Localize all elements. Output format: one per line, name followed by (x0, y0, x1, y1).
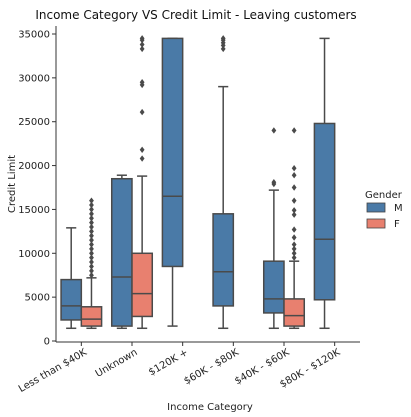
outlier-point (89, 215, 94, 222)
y-tick-label: 25000 (18, 117, 50, 128)
outlier-point (291, 245, 297, 253)
y-axis-title: Credit Limit (7, 155, 18, 213)
outlier-point (271, 179, 277, 186)
outlier-point (139, 35, 145, 42)
box-iqr (80, 306, 103, 327)
outlier-point (139, 108, 145, 116)
outlier-point (291, 184, 297, 191)
outlier-point (89, 232, 94, 239)
outlier-point (89, 241, 94, 248)
y-tick-label: 5000 (25, 293, 50, 304)
outlier-point (89, 267, 94, 275)
outlier-point (291, 127, 297, 134)
y-tick-label: 10000 (18, 249, 50, 260)
outlier-point (291, 250, 297, 257)
outlier-point (291, 254, 297, 261)
legend-title: Gender (365, 190, 403, 201)
box-less-than-40k-f (80, 197, 103, 330)
plot-area (60, 35, 336, 330)
outlier-point (291, 234, 297, 241)
legend-label-f: F (394, 219, 400, 230)
chart-title: Income Category VS Credit Limit - Leavin… (35, 8, 356, 22)
outlier-point (291, 197, 297, 204)
x-tick-label: Less than $40K (17, 347, 89, 395)
outlier-point (291, 207, 297, 214)
legend: Gender M F (365, 190, 403, 230)
outlier-point (89, 223, 94, 231)
x-axis-title: Income Category (167, 402, 253, 413)
x-axis-ticks: Less than $40K Unknown $120K +$60K - $80K$… (17, 342, 343, 395)
outlier-point (291, 211, 297, 218)
outlier-point (271, 127, 277, 134)
outlier-point (89, 228, 94, 235)
box-iqr (60, 278, 83, 321)
outlier-point (89, 263, 94, 270)
box-120k-m (161, 37, 184, 327)
box-40k-60k-m (262, 127, 285, 330)
y-tick-label: 20000 (18, 161, 50, 172)
outlier-point (89, 210, 94, 218)
box-unknown-m (110, 174, 133, 330)
x-tick-label: Unknown (94, 347, 140, 380)
outlier-point (139, 41, 145, 48)
outlier-point (139, 79, 145, 86)
box-unknown-f (131, 35, 154, 330)
y-tick-label: 0 (44, 337, 50, 348)
outlier-point (139, 146, 145, 153)
outlier-point (139, 45, 145, 53)
outlier-point (89, 197, 94, 204)
box-less-than-40k-m (60, 227, 83, 330)
outlier-point (291, 165, 297, 172)
box-iqr (131, 252, 154, 318)
outlier-point (139, 155, 145, 162)
legend-swatch-m (366, 202, 386, 213)
outlier-point (89, 272, 94, 279)
box-iqr (161, 37, 184, 268)
outlier-point (291, 172, 297, 179)
outlier-point (89, 245, 94, 253)
outlier-point (291, 226, 297, 233)
box-iqr (212, 213, 235, 307)
outlier-point (220, 35, 226, 42)
y-axis-ticks: 0 5000 10000 15000 20000 25000 30000 35000 (18, 30, 56, 348)
x-tick-label: $60K - $80K (182, 347, 241, 387)
legend-label-m: M (394, 203, 403, 214)
box-iqr (283, 298, 306, 327)
box-iqr (110, 177, 133, 327)
y-tick-label: 15000 (18, 205, 50, 216)
box-60k-80k-m (212, 35, 235, 330)
y-tick-label: 30000 (18, 73, 50, 84)
box-iqr (262, 260, 285, 314)
x-tick-label: $120K + (147, 347, 190, 378)
box-40k-60k-f (283, 127, 306, 330)
y-tick-label: 35000 (18, 30, 50, 41)
outlier-point (220, 45, 226, 53)
legend-swatch-f (366, 218, 386, 229)
outlier-point (89, 258, 94, 266)
box-iqr (313, 122, 336, 301)
outlier-point (89, 250, 94, 257)
outlier-point (89, 201, 94, 209)
outlier-point (89, 206, 94, 213)
outlier-point (89, 236, 94, 244)
box-80k-120k-m (313, 37, 336, 330)
outlier-point (291, 241, 297, 248)
outlier-point (89, 254, 94, 261)
outlier-point (89, 219, 94, 226)
